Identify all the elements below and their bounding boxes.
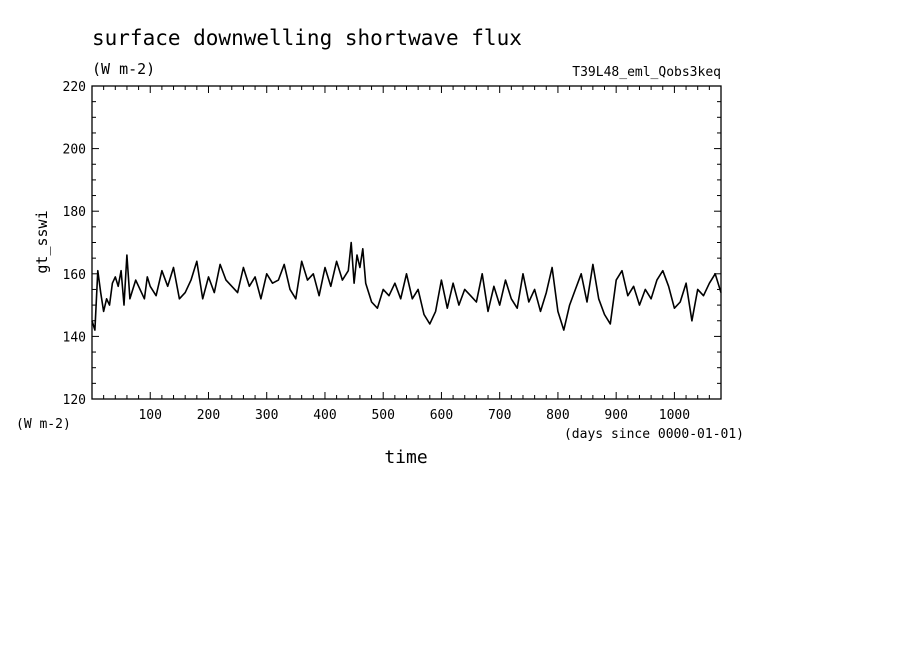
x-tick-label: 700 — [488, 408, 511, 423]
x-tick-label: 900 — [604, 408, 627, 423]
x-tick-label: 600 — [430, 408, 453, 423]
y-tick-label: 140 — [63, 330, 86, 345]
plot-frame — [91, 85, 722, 400]
x-axis-units: (days since 0000-01-01) — [564, 427, 744, 442]
y-tick-label: 160 — [63, 268, 86, 283]
x-tick-label: 100 — [138, 408, 161, 423]
x-axis-label: time — [384, 447, 427, 468]
y-tick-label: 220 — [63, 80, 86, 95]
y-axis-units: (W m-2) — [16, 417, 71, 432]
run-label: T39L48_eml_Qobs3keq — [572, 65, 721, 80]
axis-ticks — [92, 86, 721, 399]
y-tick-label: 200 — [63, 143, 86, 158]
x-tick-label: 300 — [255, 408, 278, 423]
x-tick-label: 200 — [197, 408, 220, 423]
y-tick-label: 120 — [63, 393, 86, 408]
x-tick-label: 400 — [313, 408, 336, 423]
y-axis-label: gt_sswi — [33, 210, 51, 273]
tick-labels: 100 200 300 400 500 600 700 800 900 1000 120 140 160… — [63, 80, 691, 423]
x-tick-label: 1000 — [659, 408, 690, 423]
chart-title: surface downwelling shortwave flux — [92, 26, 522, 50]
x-tick-label: 500 — [371, 408, 394, 423]
x-tick-label: 800 — [546, 408, 569, 423]
series-line — [91, 241, 722, 331]
chart-units: (W m-2) — [92, 60, 155, 78]
y-tick-label: 180 — [63, 205, 86, 220]
